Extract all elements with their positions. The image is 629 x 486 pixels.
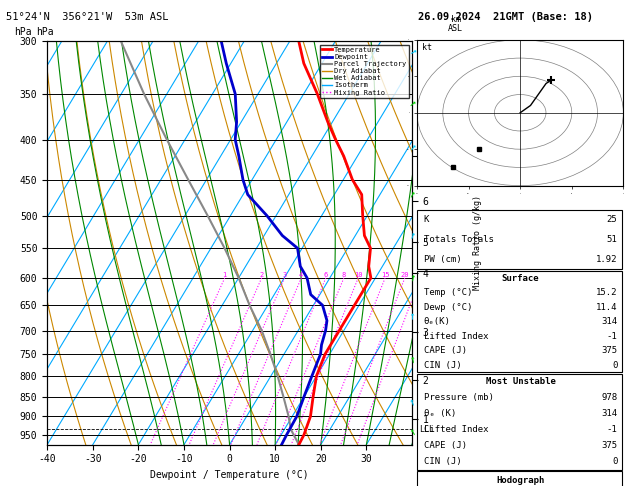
- Text: 51: 51: [607, 235, 618, 244]
- Text: K: K: [423, 215, 429, 224]
- Text: 15.2: 15.2: [596, 288, 618, 297]
- Bar: [417, 471, 621, 486]
- Text: Temp (°C): Temp (°C): [423, 288, 472, 297]
- Text: 314: 314: [601, 409, 618, 418]
- Text: Lifted Index: Lifted Index: [423, 425, 488, 434]
- Text: 375: 375: [601, 346, 618, 355]
- Text: 1: 1: [223, 272, 227, 278]
- Text: PW (cm): PW (cm): [423, 255, 461, 264]
- Text: 8: 8: [342, 272, 346, 278]
- Text: -1: -1: [607, 331, 618, 341]
- Text: Hodograph: Hodograph: [496, 476, 545, 485]
- Text: →: →: [408, 47, 419, 58]
- Text: Most Unstable: Most Unstable: [486, 378, 555, 386]
- Text: CAPE (J): CAPE (J): [423, 441, 467, 450]
- Text: LCL: LCL: [420, 425, 434, 434]
- Text: 26.09.2024  21GMT (Base: 18): 26.09.2024 21GMT (Base: 18): [418, 12, 593, 22]
- Text: 11.4: 11.4: [596, 303, 618, 312]
- Text: →: →: [408, 189, 420, 200]
- Text: Mixing Ratio (g/kg): Mixing Ratio (g/kg): [473, 195, 482, 291]
- Y-axis label: hPa: hPa: [36, 27, 53, 37]
- Text: -1: -1: [607, 425, 618, 434]
- Text: θₑ (K): θₑ (K): [423, 409, 456, 418]
- Bar: [417, 374, 621, 469]
- Text: 20: 20: [401, 272, 409, 278]
- Text: Totals Totals: Totals Totals: [423, 235, 493, 244]
- Text: CAPE (J): CAPE (J): [423, 346, 467, 355]
- Text: Dewp (°C): Dewp (°C): [423, 303, 472, 312]
- Text: 0: 0: [612, 457, 618, 466]
- Text: Lifted Index: Lifted Index: [423, 331, 488, 341]
- Text: CIN (J): CIN (J): [423, 361, 461, 370]
- Text: 1.92: 1.92: [596, 255, 618, 264]
- Text: 0: 0: [612, 361, 618, 370]
- Text: Pressure (mb): Pressure (mb): [423, 393, 493, 402]
- Text: →: →: [408, 231, 420, 241]
- X-axis label: Dewpoint / Temperature (°C): Dewpoint / Temperature (°C): [150, 470, 309, 480]
- Text: hPa: hPa: [14, 27, 32, 37]
- Text: CIN (J): CIN (J): [423, 457, 461, 466]
- Legend: Temperature, Dewpoint, Parcel Trajectory, Dry Adiabat, Wet Adiabat, Isotherm, Mi: Temperature, Dewpoint, Parcel Trajectory…: [320, 45, 408, 98]
- Text: 978: 978: [601, 393, 618, 402]
- Text: km
ASL: km ASL: [448, 15, 464, 33]
- Text: 15: 15: [381, 272, 389, 278]
- Text: 314: 314: [601, 317, 618, 326]
- Text: →: →: [408, 98, 420, 109]
- Text: →: →: [408, 354, 419, 363]
- Text: 25: 25: [607, 215, 618, 224]
- Text: →: →: [408, 142, 420, 154]
- Text: 10: 10: [354, 272, 362, 278]
- Text: θₑ(K): θₑ(K): [423, 317, 450, 326]
- Bar: [417, 209, 621, 269]
- Text: Surface: Surface: [502, 274, 539, 282]
- Text: →: →: [408, 426, 420, 436]
- Text: 51°24'N  356°21'W  53m ASL: 51°24'N 356°21'W 53m ASL: [6, 12, 169, 22]
- Text: kt: kt: [422, 44, 432, 52]
- Text: 375: 375: [601, 441, 618, 450]
- Bar: [417, 271, 621, 372]
- Text: 6: 6: [324, 272, 328, 278]
- Text: →: →: [408, 274, 419, 282]
- Text: 3: 3: [282, 272, 287, 278]
- Text: →: →: [409, 312, 418, 319]
- Text: 2: 2: [260, 272, 264, 278]
- Text: →: →: [408, 396, 420, 406]
- Text: 4: 4: [299, 272, 303, 278]
